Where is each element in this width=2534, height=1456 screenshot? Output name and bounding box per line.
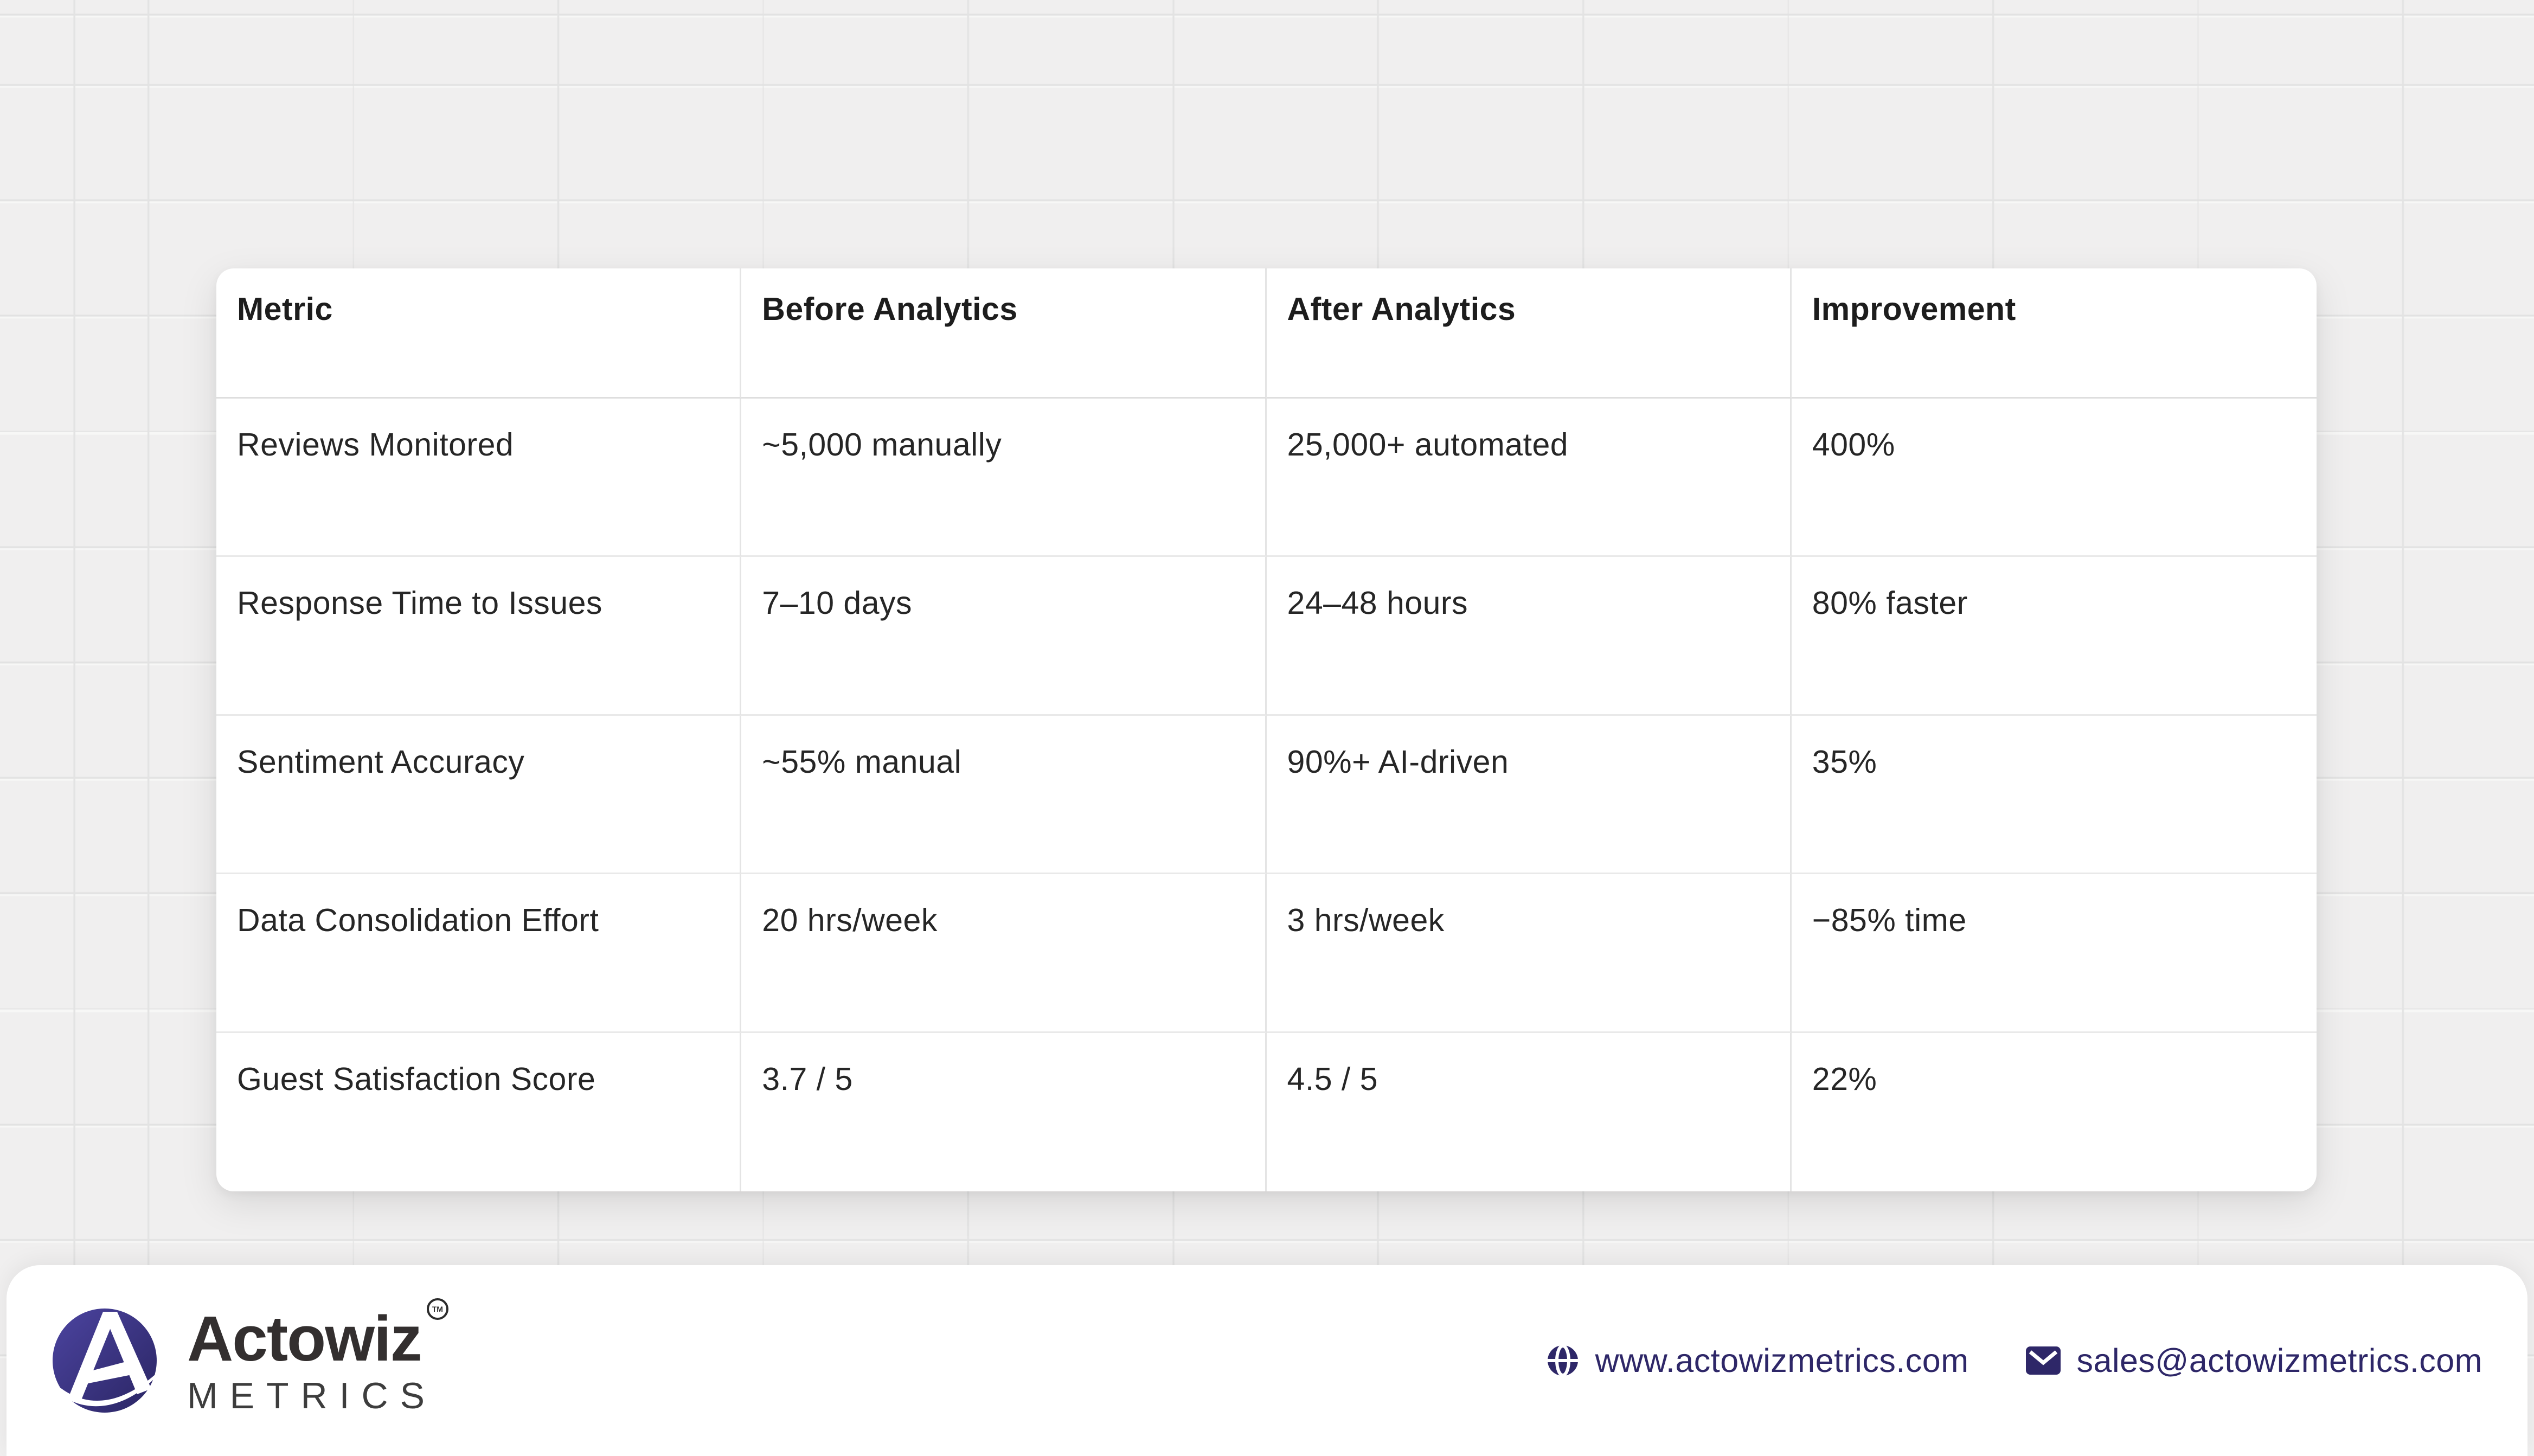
table-cell: ~5,000 manually <box>741 399 1267 557</box>
table-cell: 22% <box>1812 1061 1877 1097</box>
header-cell-improvement: Improvement <box>1791 268 2317 399</box>
brand-name: Actowiz <box>187 1303 422 1375</box>
metrics-table-card: Metric Before Analytics After Analytics … <box>216 268 2317 1191</box>
table-cell: Reviews Monitored <box>216 399 742 557</box>
table-cell: 24–48 hours <box>1266 557 1792 716</box>
brand-title-row: Actowiz TM <box>187 1298 448 1375</box>
header-cell-metric: Metric <box>216 268 742 399</box>
brand-text: Actowiz TM METRICS <box>187 1298 448 1416</box>
table-cell: 3 hrs/week <box>1266 874 1792 1033</box>
brand-logo: Actowiz TM METRICS <box>52 1298 448 1416</box>
table-cell: 90%+ AI-driven <box>1266 715 1792 875</box>
footer-links: www.actowizmetrics.com sales@actowizmetr… <box>1547 1342 2482 1380</box>
brand-subtitle: METRICS <box>187 1375 437 1416</box>
table-cell: 400% <box>1791 399 2317 557</box>
actowiz-logo-icon <box>53 1309 166 1413</box>
table-cell: Sentiment Accuracy <box>216 715 742 875</box>
table-cell: 4.5 / 5 <box>1267 1032 1792 1191</box>
table-cell: 7–10 days <box>741 557 1267 716</box>
table-cell: Guest Satisfaction Score <box>216 1032 742 1191</box>
globe-icon <box>1547 1344 1578 1377</box>
header-cell-before-analytics: Before Analytics <box>741 268 1267 399</box>
email-link[interactable]: sales@actowizmetrics.com <box>2025 1342 2482 1380</box>
table-cell: 35% <box>1791 716 2317 875</box>
footer-bar: Actowiz TM METRICS www.actowizmetrics.co… <box>7 1265 2527 1456</box>
mail-icon <box>2025 1346 2061 1375</box>
website-label: www.actowizmetrics.com <box>1595 1342 1969 1379</box>
header-cell-after-analytics: After Analytics <box>1266 268 1792 399</box>
table-cell: 20 hrs/week <box>741 874 1267 1033</box>
table-cell: 80% faster <box>1791 557 2317 716</box>
table-cell: 3.7 / 5 <box>741 1032 1267 1191</box>
table-cell: −85% time <box>1791 874 2317 1033</box>
trademark-badge: TM <box>426 1298 448 1320</box>
table-cell: ~55% manual <box>741 715 1267 875</box>
email-label: sales@actowizmetrics.com <box>2076 1342 2482 1379</box>
metrics-table: Metric Before Analytics After Analytics … <box>216 268 2317 1191</box>
table-cell: Response Time to Issues <box>216 557 742 716</box>
table-cell: 25,000+ automated <box>1266 399 1792 557</box>
website-link[interactable]: www.actowizmetrics.com <box>1547 1342 1969 1380</box>
table-cell: Data Consolidation Effort <box>216 874 742 1033</box>
